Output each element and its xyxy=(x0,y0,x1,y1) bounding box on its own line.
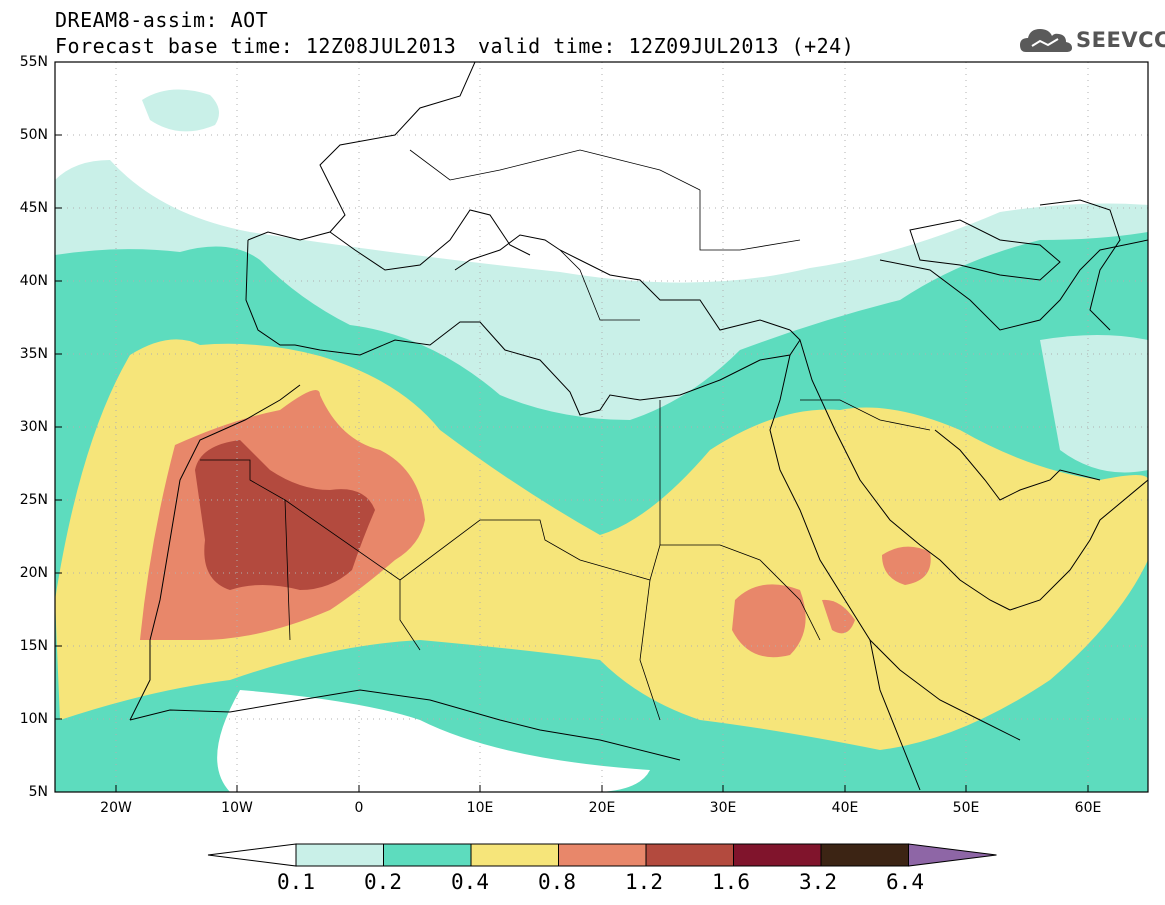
valid-time: valid time: 12Z09JUL2013 (+24) xyxy=(478,34,855,58)
lat-label: 25N xyxy=(19,492,48,508)
lon-label: 40E xyxy=(831,800,859,816)
aot-patch-0.8-arabia xyxy=(882,546,931,585)
colorbar-label: 0.4 xyxy=(451,870,489,894)
cloud-icon xyxy=(1020,29,1072,52)
forecast-base-time: Forecast base time: 12Z08JUL2013 xyxy=(55,34,457,58)
aot-gap-light-east xyxy=(1040,335,1148,473)
coastlines xyxy=(129,62,1148,791)
aot-map xyxy=(54,61,1149,793)
lat-label: 35N xyxy=(19,346,48,362)
lon-label: 10W xyxy=(221,800,253,816)
colorbar-label: 3.2 xyxy=(799,870,837,894)
lat-label: 50N xyxy=(19,127,48,143)
aot-patch-0.8-eritrea xyxy=(822,599,855,634)
lat-label: 10N xyxy=(19,711,48,727)
lon-label: 0 xyxy=(354,800,364,816)
lat-label: 20N xyxy=(19,565,48,581)
map-title: DREAM8-assim: AOT xyxy=(55,8,269,32)
lat-label: 40N xyxy=(19,273,48,289)
lon-label: 30E xyxy=(709,800,737,816)
lat-label: 55N xyxy=(19,54,48,70)
seevccc-logo: SEEVCCC xyxy=(1018,24,1165,58)
colorbar-label: 0.2 xyxy=(364,870,402,894)
lat-label: 45N xyxy=(19,200,48,216)
colorbar-label: 0.8 xyxy=(538,870,576,894)
lat-label: 30N xyxy=(19,419,48,435)
aot-band-1.2 xyxy=(195,440,375,590)
colorbar-label: 0.1 xyxy=(277,870,315,894)
colorbar-label: 6.4 xyxy=(886,870,924,894)
lon-label: 20E xyxy=(588,800,616,816)
borders xyxy=(200,149,931,721)
logo-text: SEEVCCC xyxy=(1076,28,1165,52)
lat-label: 5N xyxy=(28,784,48,800)
aot-patch-0.1 xyxy=(142,89,219,132)
lon-label: 60E xyxy=(1074,800,1102,816)
lon-label: 10E xyxy=(466,800,494,816)
colorbar-label: 1.2 xyxy=(625,870,663,894)
lon-label: 50E xyxy=(952,800,980,816)
lat-label: 15N xyxy=(19,638,48,654)
lon-label: 20W xyxy=(100,800,132,816)
aot-gap-south xyxy=(217,690,650,792)
colorbar-label: 1.6 xyxy=(712,870,750,894)
aot-patch-0.8-sudan xyxy=(732,584,806,658)
